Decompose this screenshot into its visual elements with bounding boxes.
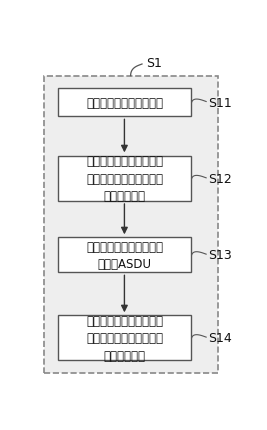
FancyBboxPatch shape <box>58 238 191 273</box>
Text: 获取系统的第一当前时间: 获取系统的第一当前时间 <box>86 96 163 109</box>
Text: S11: S11 <box>208 96 232 109</box>
Text: S13: S13 <box>208 249 232 262</box>
Text: S14: S14 <box>208 332 232 344</box>
Text: S12: S12 <box>208 172 232 186</box>
FancyBboxPatch shape <box>58 316 191 360</box>
FancyBboxPatch shape <box>58 157 191 201</box>
Text: S1: S1 <box>146 57 162 70</box>
Text: 接收用户将所述第一当前
时间按照时间戳的格式进
行填写的命令: 接收用户将所述第一当前 时间按照时间戳的格式进 行填写的命令 <box>86 155 163 203</box>
FancyBboxPatch shape <box>58 89 191 117</box>
Text: 补充预传输遥控报文的其
他部分，以生成完整的预
传输遥控报文: 补充预传输遥控报文的其 他部分，以生成完整的预 传输遥控报文 <box>86 314 163 362</box>
FancyBboxPatch shape <box>44 77 218 373</box>
Text: 根据所述命令组成携带时
间戳的ASDU: 根据所述命令组成携带时 间戳的ASDU <box>86 240 163 270</box>
